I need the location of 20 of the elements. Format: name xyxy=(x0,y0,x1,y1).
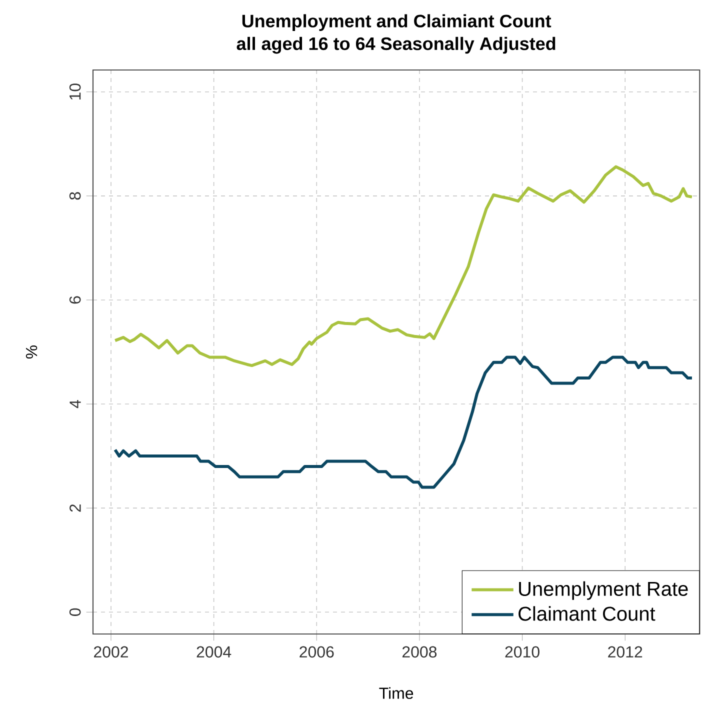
y-tick-label: 0 xyxy=(69,608,81,616)
line-series xyxy=(114,356,694,489)
chart-subtitle: all aged 16 to 64 Seasonally Adjusted xyxy=(236,36,556,54)
y-axis-title: % xyxy=(26,345,38,359)
x-tick-label: 2010 xyxy=(505,646,540,658)
x-tick-label: 2012 xyxy=(608,646,642,658)
x-tick-label: 2006 xyxy=(300,646,334,658)
legend-label: Claimant Count xyxy=(518,606,656,621)
y-tick-label: 2 xyxy=(70,504,81,512)
y-tick-label: 8 xyxy=(69,192,81,200)
chart-title: Unemployment and Claimiant Count xyxy=(242,14,552,31)
line-series xyxy=(114,165,694,368)
x-tick-label: 2002 xyxy=(94,646,128,658)
y-tick-label: 4 xyxy=(70,400,81,408)
x-tick-label: 2004 xyxy=(196,646,232,658)
y-tick-label: 6 xyxy=(69,296,81,304)
legend-label: Unemplyment Rate xyxy=(519,581,688,600)
x-tick-label: 2008 xyxy=(402,646,437,658)
y-tick-label: 10 xyxy=(69,84,81,100)
x-axis-title: Time xyxy=(379,687,414,699)
